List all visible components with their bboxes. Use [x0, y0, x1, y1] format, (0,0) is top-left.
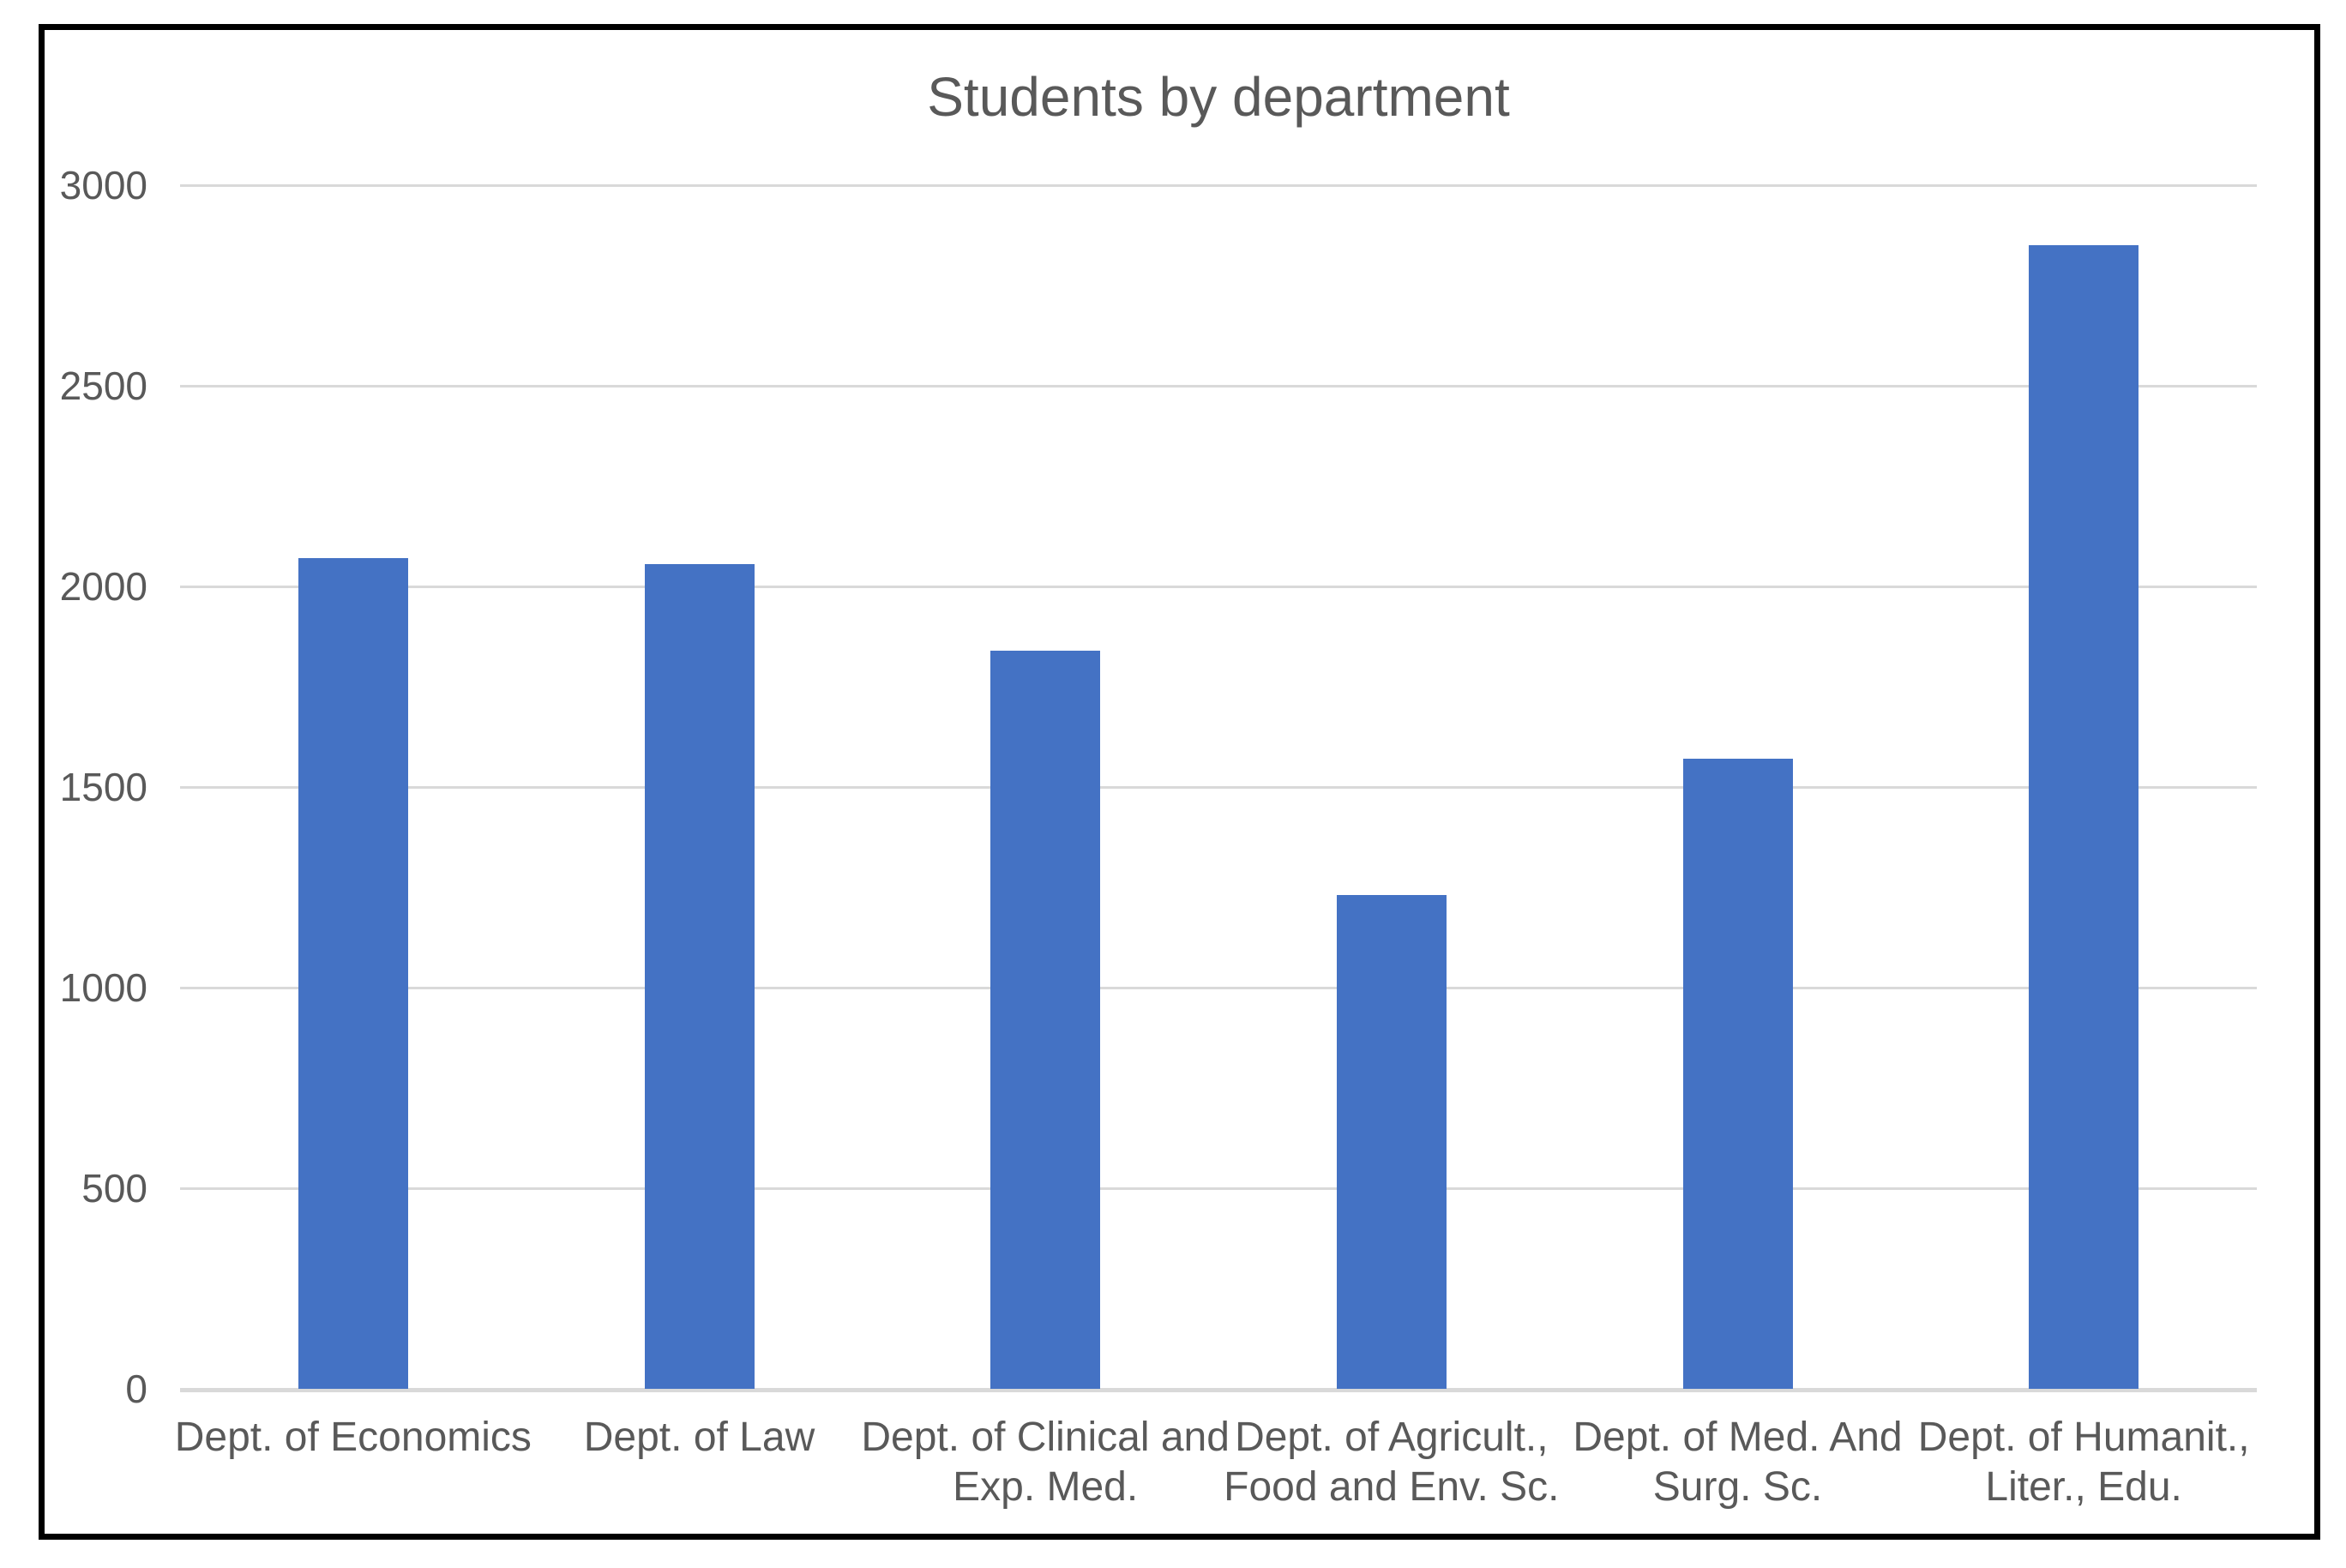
bar — [990, 650, 1101, 1389]
x-axis-category-label: Dept. of Clinical and Exp. Med. — [861, 1415, 1230, 1510]
gridline — [180, 385, 2257, 387]
gridline — [180, 586, 2257, 588]
bar — [1336, 895, 1447, 1389]
chart-title: Students by department — [927, 66, 1510, 128]
gridline — [180, 184, 2257, 187]
x-axis-category-label: Dept. of Humanit., Liter., Edu. — [1917, 1415, 2250, 1510]
gridline — [180, 1388, 2257, 1392]
y-axis-tick-label: 2000 — [59, 564, 147, 609]
gridline — [180, 1187, 2257, 1190]
x-axis-category-label: Dept. of Med. And Surg. Sc. — [1573, 1415, 1903, 1510]
y-axis-tick-label: 0 — [125, 1367, 147, 1411]
y-axis-tick-label: 3000 — [59, 163, 147, 207]
x-axis-category-label: Dept. of Law — [583, 1415, 815, 1460]
gridline — [180, 987, 2257, 989]
bar — [644, 564, 755, 1389]
bar — [2029, 245, 2139, 1389]
y-axis-tick-label: 500 — [81, 1166, 147, 1211]
y-axis-tick-label: 1000 — [59, 965, 147, 1010]
x-axis-category-label: Dept. of Economics — [174, 1415, 532, 1460]
bar — [298, 558, 408, 1389]
chart-border-frame — [39, 24, 2320, 1540]
y-axis-tick-label: 1500 — [59, 765, 147, 809]
y-axis-tick-label: 2500 — [59, 363, 147, 408]
gridline — [180, 786, 2257, 789]
bar — [1682, 759, 1793, 1389]
x-axis-category-label: Dept. of Agricult., Food and Env. Sc. — [1224, 1415, 1560, 1510]
